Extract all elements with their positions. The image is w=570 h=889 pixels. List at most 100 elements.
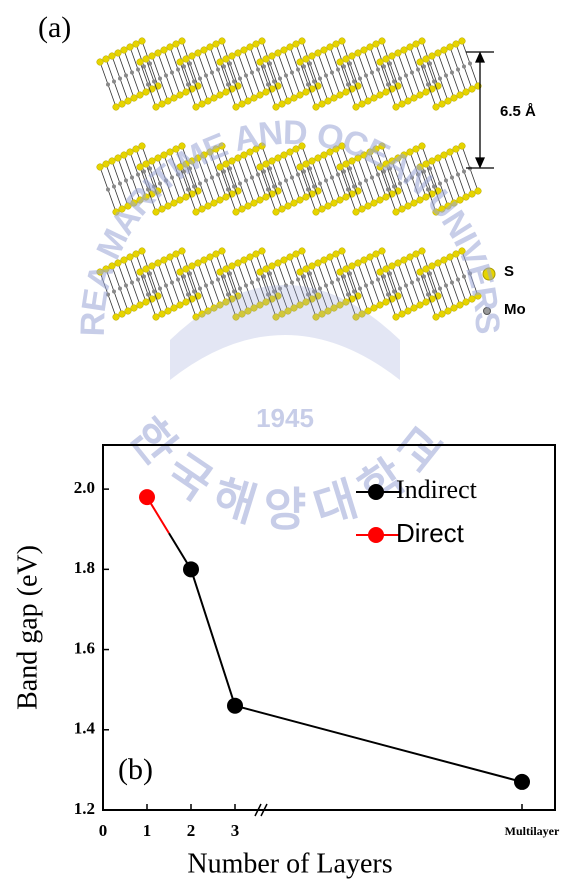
mo-atom	[330, 71, 334, 75]
s-atom	[457, 302, 464, 309]
s-atom	[253, 41, 260, 48]
s-atom	[367, 44, 374, 51]
mo-atom	[188, 62, 192, 66]
s-atom	[125, 308, 132, 315]
s-atom	[143, 299, 150, 306]
mo-atom	[410, 281, 414, 285]
mo-atom	[272, 185, 276, 189]
s-atom	[195, 260, 202, 267]
mo-atom	[192, 290, 196, 294]
mo-atom	[290, 176, 294, 180]
s-atom	[159, 311, 166, 318]
s-atom	[371, 305, 378, 312]
s-atom	[417, 59, 424, 66]
mo-atom	[146, 83, 150, 87]
s-atom	[355, 50, 362, 57]
s-atom	[223, 266, 230, 273]
s-atom	[313, 104, 320, 111]
s-atom	[139, 143, 146, 150]
s-atom	[259, 38, 266, 45]
mo-atom	[346, 293, 350, 297]
s-atom	[343, 56, 350, 63]
s-atom	[263, 194, 270, 201]
mo-atom	[256, 173, 260, 177]
s-atom	[337, 92, 344, 99]
mo-atom	[148, 62, 152, 66]
s-atom	[291, 200, 298, 207]
s-atom	[393, 209, 400, 216]
mo-atom	[308, 62, 312, 66]
s-atom	[183, 56, 190, 63]
mo-atom	[324, 179, 328, 183]
mo-atom	[268, 272, 272, 276]
s-atom	[165, 98, 172, 105]
mo-atom	[222, 65, 226, 69]
mo-atom	[428, 272, 432, 276]
s-atom	[429, 263, 436, 270]
mo-atom	[346, 83, 350, 87]
s-atom	[263, 56, 270, 63]
s-atom	[371, 200, 378, 207]
s-atom	[463, 89, 470, 96]
s-atom	[127, 149, 134, 156]
s-atom	[423, 266, 430, 273]
s-atom	[275, 155, 282, 162]
s-atom	[137, 269, 144, 276]
s-atom	[257, 164, 264, 171]
s-atom	[219, 38, 226, 45]
mo-atom	[106, 83, 110, 87]
s-atom	[115, 155, 122, 162]
s-atom	[337, 197, 344, 204]
s-atom	[259, 248, 266, 255]
s-atom	[257, 92, 264, 99]
s-atom	[401, 47, 408, 54]
s-atom	[401, 257, 408, 264]
mo-atom	[124, 74, 128, 78]
s-atom	[463, 194, 470, 201]
spacing-label: 6.5 Å	[500, 103, 536, 120]
mo-atom	[238, 77, 242, 81]
s-atom	[165, 308, 172, 315]
mo-atom	[226, 188, 230, 192]
mo-atom	[450, 281, 454, 285]
mo-atom	[164, 284, 168, 288]
s-atom	[343, 89, 350, 96]
mo-atom	[186, 188, 190, 192]
s-atom	[287, 44, 294, 51]
s-atom	[159, 101, 166, 108]
mo-atom	[210, 281, 214, 285]
s-atom	[161, 47, 168, 54]
s-atom	[195, 50, 202, 57]
s-atom	[313, 209, 320, 216]
s-atom	[171, 95, 178, 102]
s-atom	[297, 92, 304, 99]
s-atom	[291, 95, 298, 102]
s-atom	[183, 299, 190, 306]
mo-atom	[382, 275, 386, 279]
s-atom	[241, 257, 248, 264]
mo-atom	[182, 65, 186, 69]
s-atom	[299, 248, 306, 255]
s-atom	[293, 251, 300, 258]
mo-atom	[468, 62, 472, 66]
s-atom	[115, 50, 122, 57]
s-atom	[319, 101, 326, 108]
s-atom	[405, 98, 412, 105]
mo-atom	[456, 68, 460, 72]
s-atom	[331, 95, 338, 102]
s-atom	[377, 59, 384, 66]
mo-atom	[302, 275, 306, 279]
y-tick-label: 1.8	[74, 558, 95, 577]
s-atom	[285, 98, 292, 105]
mo-atom	[312, 80, 316, 84]
mo-atom	[352, 185, 356, 189]
s-atom	[133, 41, 140, 48]
s-atom	[441, 152, 448, 159]
s-atom	[423, 299, 430, 306]
mo-atom	[426, 83, 430, 87]
s-atom	[205, 203, 212, 210]
s-atom	[337, 269, 344, 276]
s-atom	[405, 308, 412, 315]
mo-atom	[306, 83, 310, 87]
mo-atom	[388, 62, 392, 66]
